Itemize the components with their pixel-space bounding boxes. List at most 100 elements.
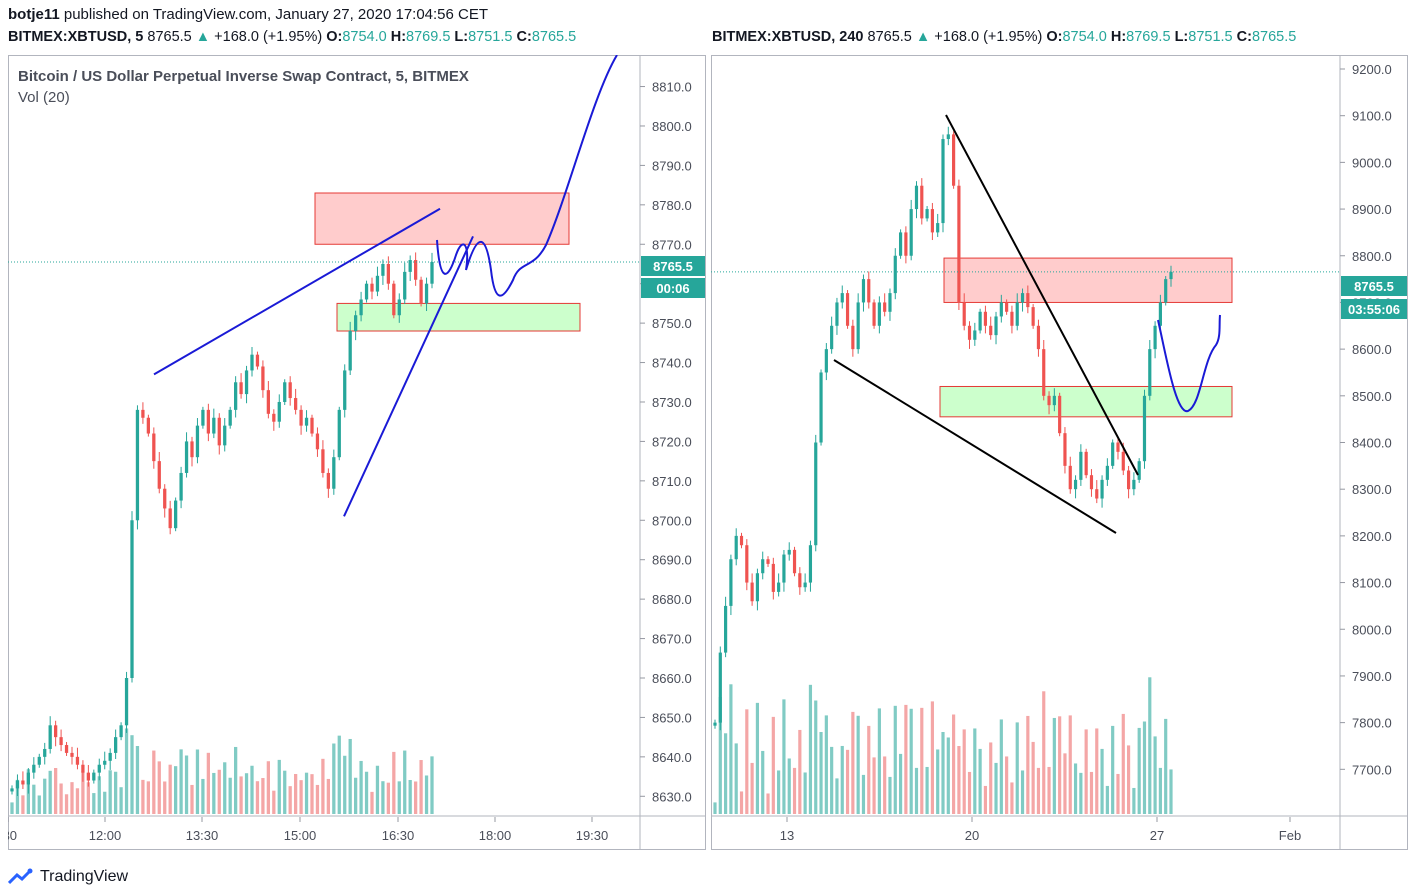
- candle-body: [130, 520, 134, 678]
- projected-path[interactable]: [436, 55, 618, 297]
- candle-body: [343, 370, 347, 410]
- candle-body: [168, 508, 172, 529]
- volume-bar: [1121, 713, 1125, 814]
- volume-bar: [920, 707, 924, 814]
- y-tick-label: 9200.0: [1352, 62, 1392, 77]
- candle-body: [354, 315, 358, 332]
- support-zone[interactable]: [336, 302, 581, 332]
- candle-body: [364, 283, 369, 300]
- y-tick-label: 8670.0: [652, 632, 692, 647]
- volume-bar: [354, 777, 358, 814]
- volume-bar: [1047, 766, 1051, 814]
- tradingview-footer[interactable]: TradingView: [8, 868, 128, 886]
- x-tick-label: 19:30: [576, 828, 609, 843]
- projected-path[interactable]: [1157, 314, 1221, 413]
- descending-support-line[interactable]: [833, 359, 1117, 534]
- volume-bar: [1111, 725, 1115, 814]
- volume-bar: [840, 745, 844, 814]
- volume-bar: [893, 705, 897, 814]
- volume-bar: [978, 748, 982, 814]
- lower-trendline[interactable]: [343, 235, 474, 517]
- volume-bar: [1084, 729, 1088, 814]
- candle-body: [973, 330, 977, 340]
- right-drawings[interactable]: [833, 114, 1221, 534]
- y-tick-label: 8600.0: [1352, 342, 1392, 357]
- candle-body: [952, 134, 956, 186]
- left-volume-bars: [10, 728, 434, 814]
- left-drawings[interactable]: [153, 55, 618, 517]
- volume-bar: [228, 777, 232, 814]
- volume-bar: [1158, 767, 1162, 814]
- candle-body: [861, 279, 866, 303]
- volume-bar: [272, 790, 276, 814]
- volume-bar: [146, 781, 150, 814]
- candle-body: [962, 302, 966, 326]
- volume-bar: [217, 769, 221, 814]
- resistance-zone[interactable]: [943, 257, 1233, 303]
- y-tick-label: 8400.0: [1352, 436, 1392, 451]
- left-chart[interactable]: 8810.08800.08790.08780.08770.08760.08750…: [8, 55, 706, 850]
- y-tick-label: 8790.0: [652, 158, 692, 173]
- volume-bar: [141, 779, 145, 814]
- right-price-axis[interactable]: 9200.09100.09000.08900.08800.08700.08600…: [1340, 62, 1392, 777]
- candle-body: [337, 409, 341, 458]
- volume-bar: [86, 782, 90, 814]
- candle-body: [946, 134, 950, 140]
- candle-body: [1079, 451, 1083, 480]
- volume-bar: [37, 795, 41, 814]
- volume-bar: [1015, 722, 1019, 814]
- resistance-zone[interactable]: [314, 192, 570, 245]
- candle-body: [146, 417, 150, 434]
- volume-bar: [424, 775, 429, 814]
- y-tick-label: 8780.0: [652, 198, 692, 213]
- descending-resistance-line[interactable]: [945, 114, 1139, 476]
- candle-body: [872, 302, 876, 326]
- left-candles: [8, 252, 640, 797]
- candle-body: [103, 760, 107, 765]
- left-time-axis[interactable]: :30 12:00 13:30 15:00 16:30 18:00 19:30: [8, 817, 608, 843]
- candle-body: [250, 354, 254, 371]
- candle-body: [967, 325, 972, 340]
- candle-body: [1132, 479, 1136, 490]
- left-chart-frame: [8, 55, 706, 850]
- volume-bar: [75, 788, 80, 814]
- x-tick-label: 27: [1150, 828, 1164, 843]
- volume-bar: [983, 785, 988, 814]
- support-zone[interactable]: [939, 385, 1233, 418]
- volume-bar: [1116, 773, 1120, 814]
- candle-body: [272, 413, 276, 422]
- candle-body: [1169, 271, 1173, 280]
- candle-body: [375, 275, 380, 292]
- candle-body: [724, 605, 728, 653]
- right-symbol[interactable]: BITMEX:XBTUSD, 240: [712, 29, 864, 45]
- candle-body: [1137, 461, 1141, 480]
- x-tick-label: 18:00: [479, 828, 512, 843]
- candle-body: [978, 311, 982, 331]
- right-low: 8751.5: [1188, 29, 1233, 45]
- tradingview-brand: TradingView: [40, 868, 129, 885]
- x-tick-label: 12:00: [89, 828, 122, 843]
- candle-body: [1047, 395, 1051, 406]
- volume-bar: [755, 702, 760, 814]
- right-volume-bars: [713, 677, 1173, 814]
- candle-body: [914, 185, 919, 210]
- right-time-axis[interactable]: 13 20 27 Feb: [780, 817, 1301, 843]
- candle-body: [1100, 479, 1104, 499]
- candle-body: [1073, 479, 1078, 490]
- right-chart[interactable]: 9200.09100.09000.08900.08800.08700.08600…: [711, 55, 1408, 850]
- author-name[interactable]: botje11: [8, 6, 60, 23]
- volume-bar: [925, 766, 929, 814]
- candle-body: [925, 209, 929, 219]
- candle-body: [840, 293, 844, 303]
- candle-body: [920, 185, 924, 219]
- volume-bar: [739, 791, 744, 814]
- candle-body: [904, 232, 908, 256]
- left-symbol[interactable]: BITMEX:XBTUSD, 5: [8, 29, 144, 45]
- volume-bar: [195, 749, 200, 814]
- left-price-axis[interactable]: 8810.08800.08790.08780.08770.08760.08750…: [640, 80, 692, 805]
- right-high: 8769.5: [1126, 29, 1171, 45]
- candle-body: [43, 748, 47, 757]
- upper-trendline[interactable]: [153, 207, 441, 376]
- candle-body: [48, 725, 52, 749]
- volume-bar: [64, 794, 69, 814]
